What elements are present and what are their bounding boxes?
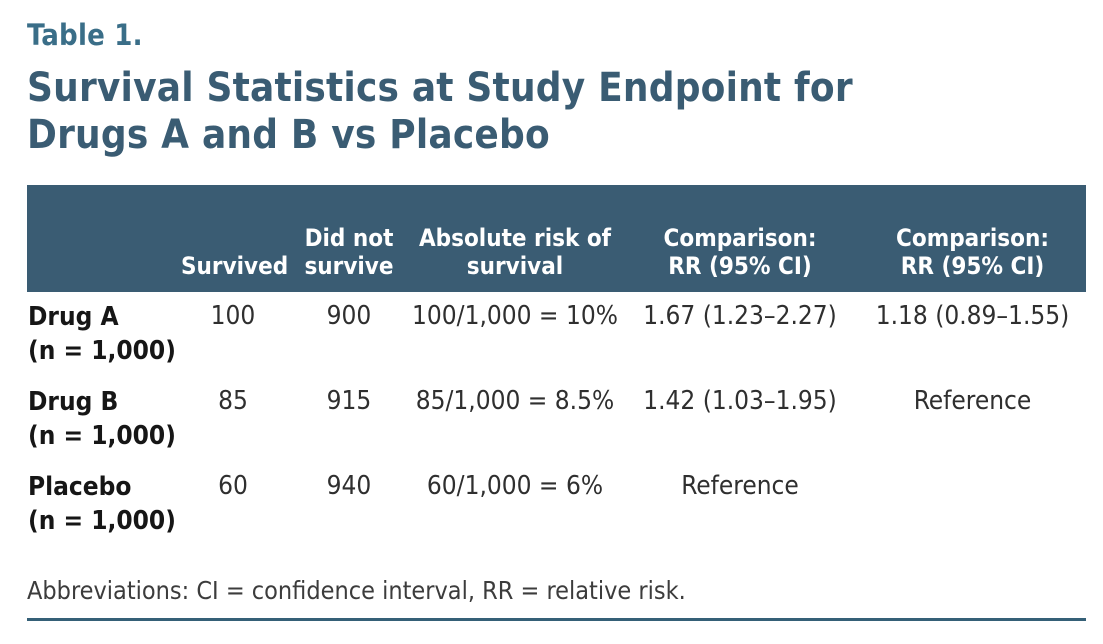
header-cell-comparison-1: Comparison: RR (95% CI) [621, 185, 859, 293]
cell-drug-a-survived: 100 [210, 301, 256, 332]
cell-placebo-not-survived: 940 [326, 471, 372, 502]
header-cell-survived: Survived [177, 185, 289, 293]
cell-placebo-survived: 60 [218, 471, 248, 502]
table-title: Survival Statistics at Study Endpoint fo… [27, 65, 1086, 159]
abbreviations-footnote: Abbreviations: CI = confidence interval,… [27, 576, 686, 606]
header-cell-comparison-2: Comparison: RR (95% CI) [859, 185, 1086, 293]
row-label-line2: (n = 1,000) [28, 421, 176, 452]
table-header-row: Survived Did not survive Absolute risk o… [27, 185, 1086, 293]
cell-drug-b-not-survived: 915 [326, 386, 372, 417]
cell-drug-a-rr-vs-placebo: 1.67 (1.23–2.27) [643, 301, 837, 332]
cell-drug-a-absolute-risk: 100/1,000 = 10% [412, 301, 618, 332]
row-label-line2: (n = 1,000) [28, 336, 176, 367]
header-cell-empty [27, 185, 177, 293]
cell-drug-a-not-survived: 900 [326, 301, 372, 332]
row-label-drug-b: Drug B (n = 1,000) [27, 377, 177, 462]
cell-placebo-absolute-risk: 60/1,000 = 6% [426, 471, 604, 502]
cell-drug-b-survived: 85 [218, 386, 248, 417]
bottom-divider-rule [27, 618, 1086, 622]
header-cell-did-not-survive: Did not survive [289, 185, 409, 293]
cell-placebo-reference: Reference [681, 471, 799, 502]
row-label-placebo: Placebo (n = 1,000) [27, 462, 177, 547]
row-label-line2: (n = 1,000) [28, 506, 176, 537]
cell-drug-a-rr-vs-drug-b: 1.18 (0.89–1.55) [875, 301, 1070, 332]
survival-statistics-table: Survived Did not survive Absolute risk o… [27, 185, 1086, 547]
row-label-line1: Drug B [28, 387, 119, 418]
table-title-line1: Survival Statistics at Study Endpoint fo… [27, 64, 853, 111]
row-label-line1: Placebo [28, 472, 132, 503]
cell-drug-b-reference: Reference [913, 386, 1032, 417]
cell-placebo-empty [859, 462, 1086, 547]
cell-drug-b-rr-vs-placebo: 1.42 (1.03–1.95) [643, 386, 837, 417]
header-cell-absolute-risk: Absolute risk of survival [409, 185, 621, 293]
table-row-drug-b: Drug B (n = 1,000) 85 915 85/1,000 = 8.5… [27, 377, 1086, 462]
cell-drug-b-absolute-risk: 85/1,000 = 8.5% [415, 386, 615, 417]
table-row-placebo: Placebo (n = 1,000) 60 940 60/1,000 = 6%… [27, 462, 1086, 547]
row-label-line1: Drug A [28, 302, 119, 333]
table-number-label: Table 1. [27, 18, 143, 52]
row-label-drug-a: Drug A (n = 1,000) [27, 292, 177, 377]
table-title-line2: Drugs A and B vs Placebo [27, 111, 550, 158]
table-row-drug-a: Drug A (n = 1,000) 100 900 100/1,000 = 1… [27, 292, 1086, 377]
